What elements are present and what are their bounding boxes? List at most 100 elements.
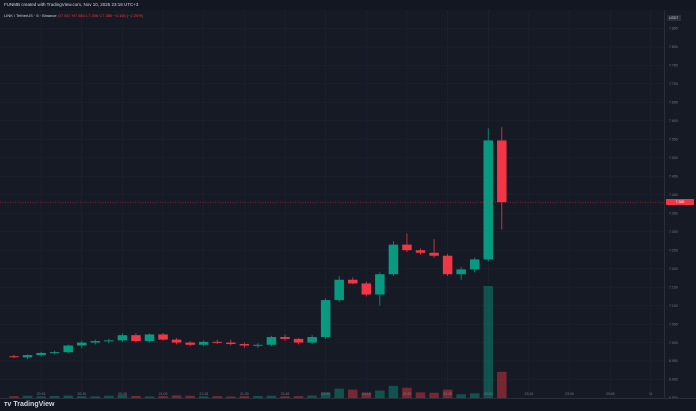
candle-body[interactable] — [375, 274, 385, 295]
candle-body[interactable] — [429, 252, 439, 256]
volume-bar[interactable] — [36, 396, 46, 398]
volume-bar[interactable] — [226, 396, 236, 398]
volume-bar[interactable] — [442, 389, 453, 398]
header-bar: FUNMB created with TradingView.com, Nov … — [0, 0, 696, 10]
x-tick-label: 20:30 — [77, 392, 86, 396]
y-tick-label: 7.150 — [669, 285, 678, 289]
x-tick-label: 21:00 — [159, 392, 168, 396]
volume-bar[interactable] — [497, 371, 507, 398]
candle-body[interactable] — [226, 342, 236, 345]
volume-bar[interactable] — [49, 395, 60, 398]
volume-bar[interactable] — [456, 394, 466, 398]
chart-plot-area[interactable] — [0, 10, 664, 398]
candle-body[interactable] — [456, 269, 466, 275]
candle-body[interactable] — [212, 341, 223, 343]
y-tick-label: 7.500 — [669, 156, 678, 160]
candle-body[interactable] — [280, 337, 290, 339]
candle-body[interactable] — [442, 255, 453, 275]
volume-bar[interactable] — [212, 396, 223, 398]
price-axis-ticks: 6.850 6.900 6.950 7.000 7.050 7.100 7.150 7.200… — [669, 27, 678, 398]
candle-body[interactable] — [9, 356, 19, 358]
candle-body[interactable] — [104, 340, 114, 342]
candle-body[interactable] — [198, 341, 209, 345]
footer-bar: ᴛᴠ TradingView — [0, 398, 696, 411]
header-title: FUNMB created with TradingView.com, Nov … — [4, 2, 139, 7]
y-tick-label: 7.300 — [669, 230, 678, 234]
candle-body[interactable] — [415, 250, 426, 253]
volume-bar[interactable] — [239, 396, 250, 398]
volume-bar[interactable] — [63, 395, 73, 398]
time-axis[interactable]: 20:15 20:30 20:45 21:00 21:15 21:30 21:45 22:00… — [0, 388, 664, 398]
volume-bar[interactable] — [22, 395, 33, 398]
tradingview-logo[interactable]: ᴛᴠ TradingView — [4, 400, 54, 410]
volume-bar[interactable] — [320, 392, 331, 398]
candle-body[interactable] — [293, 338, 304, 343]
candlestick-chart[interactable] — [0, 10, 664, 398]
volume-bar[interactable] — [402, 387, 412, 398]
volume-bar[interactable] — [280, 396, 290, 398]
volume-bar[interactable] — [375, 390, 385, 398]
volume-bar[interactable] — [334, 388, 344, 398]
volume-bar[interactable] — [388, 385, 399, 398]
chart-legend: LINK / TetherUS · 5 · Binance O7.547 H7.… — [4, 12, 143, 20]
volume-bar[interactable] — [77, 396, 87, 398]
candle-body[interactable] — [388, 244, 399, 275]
volume-bar[interactable] — [9, 396, 19, 398]
y-tick-label: 7.600 — [669, 119, 678, 123]
volume-bar[interactable] — [104, 395, 114, 398]
candle-body[interactable] — [361, 283, 372, 295]
candle-body[interactable] — [334, 279, 344, 301]
x-tick-label: 23:00 — [484, 392, 493, 396]
candle-body[interactable] — [77, 342, 87, 346]
volume-bar[interactable] — [266, 395, 277, 398]
volume-bar[interactable] — [253, 395, 263, 398]
currency-label[interactable]: USDT — [667, 15, 681, 21]
candle-body[interactable] — [36, 352, 46, 356]
candle-body[interactable] — [497, 140, 507, 203]
volume-bar[interactable] — [131, 395, 141, 398]
volume-bar[interactable] — [198, 396, 209, 398]
x-tick-label: 23:30 — [565, 392, 574, 396]
volume-bar[interactable] — [307, 395, 317, 398]
x-tick-label: 22:15 — [362, 392, 371, 396]
candle-body[interactable] — [402, 244, 412, 251]
candle-body[interactable] — [158, 334, 168, 340]
y-tick-label: 7.700 — [669, 82, 678, 86]
candle-body[interactable] — [144, 334, 155, 342]
volume-bar[interactable] — [90, 396, 101, 398]
volume-bar[interactable] — [185, 395, 195, 398]
volume-bar[interactable] — [469, 393, 480, 398]
volume-bar[interactable] — [144, 396, 155, 398]
candle-body[interactable] — [171, 339, 182, 343]
volume-bar[interactable] — [158, 396, 168, 398]
volume-bar[interactable] — [293, 396, 304, 398]
candle-body[interactable] — [307, 337, 317, 343]
candle-body[interactable] — [90, 341, 101, 343]
volume-bar[interactable] — [171, 395, 182, 398]
volume-bar[interactable] — [117, 395, 128, 398]
volume-bar[interactable] — [483, 286, 494, 398]
candle-body[interactable] — [185, 342, 195, 345]
volume-bar[interactable] — [361, 392, 372, 398]
candle-body[interactable] — [253, 344, 263, 346]
candle-body[interactable] — [483, 140, 494, 260]
candle-body[interactable] — [49, 352, 60, 354]
y-tick-label: 7.250 — [669, 248, 678, 252]
x-tick-label: 21:15 — [199, 392, 208, 396]
x-tick-label: 23:15 — [525, 392, 534, 396]
y-tick-label: 7.650 — [669, 101, 678, 105]
candle-body[interactable] — [320, 300, 331, 338]
volume-bar[interactable] — [348, 389, 358, 398]
candle-body[interactable] — [266, 337, 277, 345]
candle-body[interactable] — [348, 279, 358, 284]
volume-bar[interactable] — [429, 392, 439, 398]
candle-body[interactable] — [239, 344, 250, 346]
candle-body[interactable] — [469, 259, 480, 270]
x-tick-label: 22:45 — [443, 392, 452, 396]
candle-body[interactable] — [117, 335, 128, 341]
volume-bar[interactable] — [415, 392, 426, 398]
candle-body[interactable] — [22, 355, 33, 358]
candle-body[interactable] — [63, 345, 73, 353]
candle-body[interactable] — [131, 335, 141, 342]
x-tick-label: 23:45 — [606, 392, 615, 396]
